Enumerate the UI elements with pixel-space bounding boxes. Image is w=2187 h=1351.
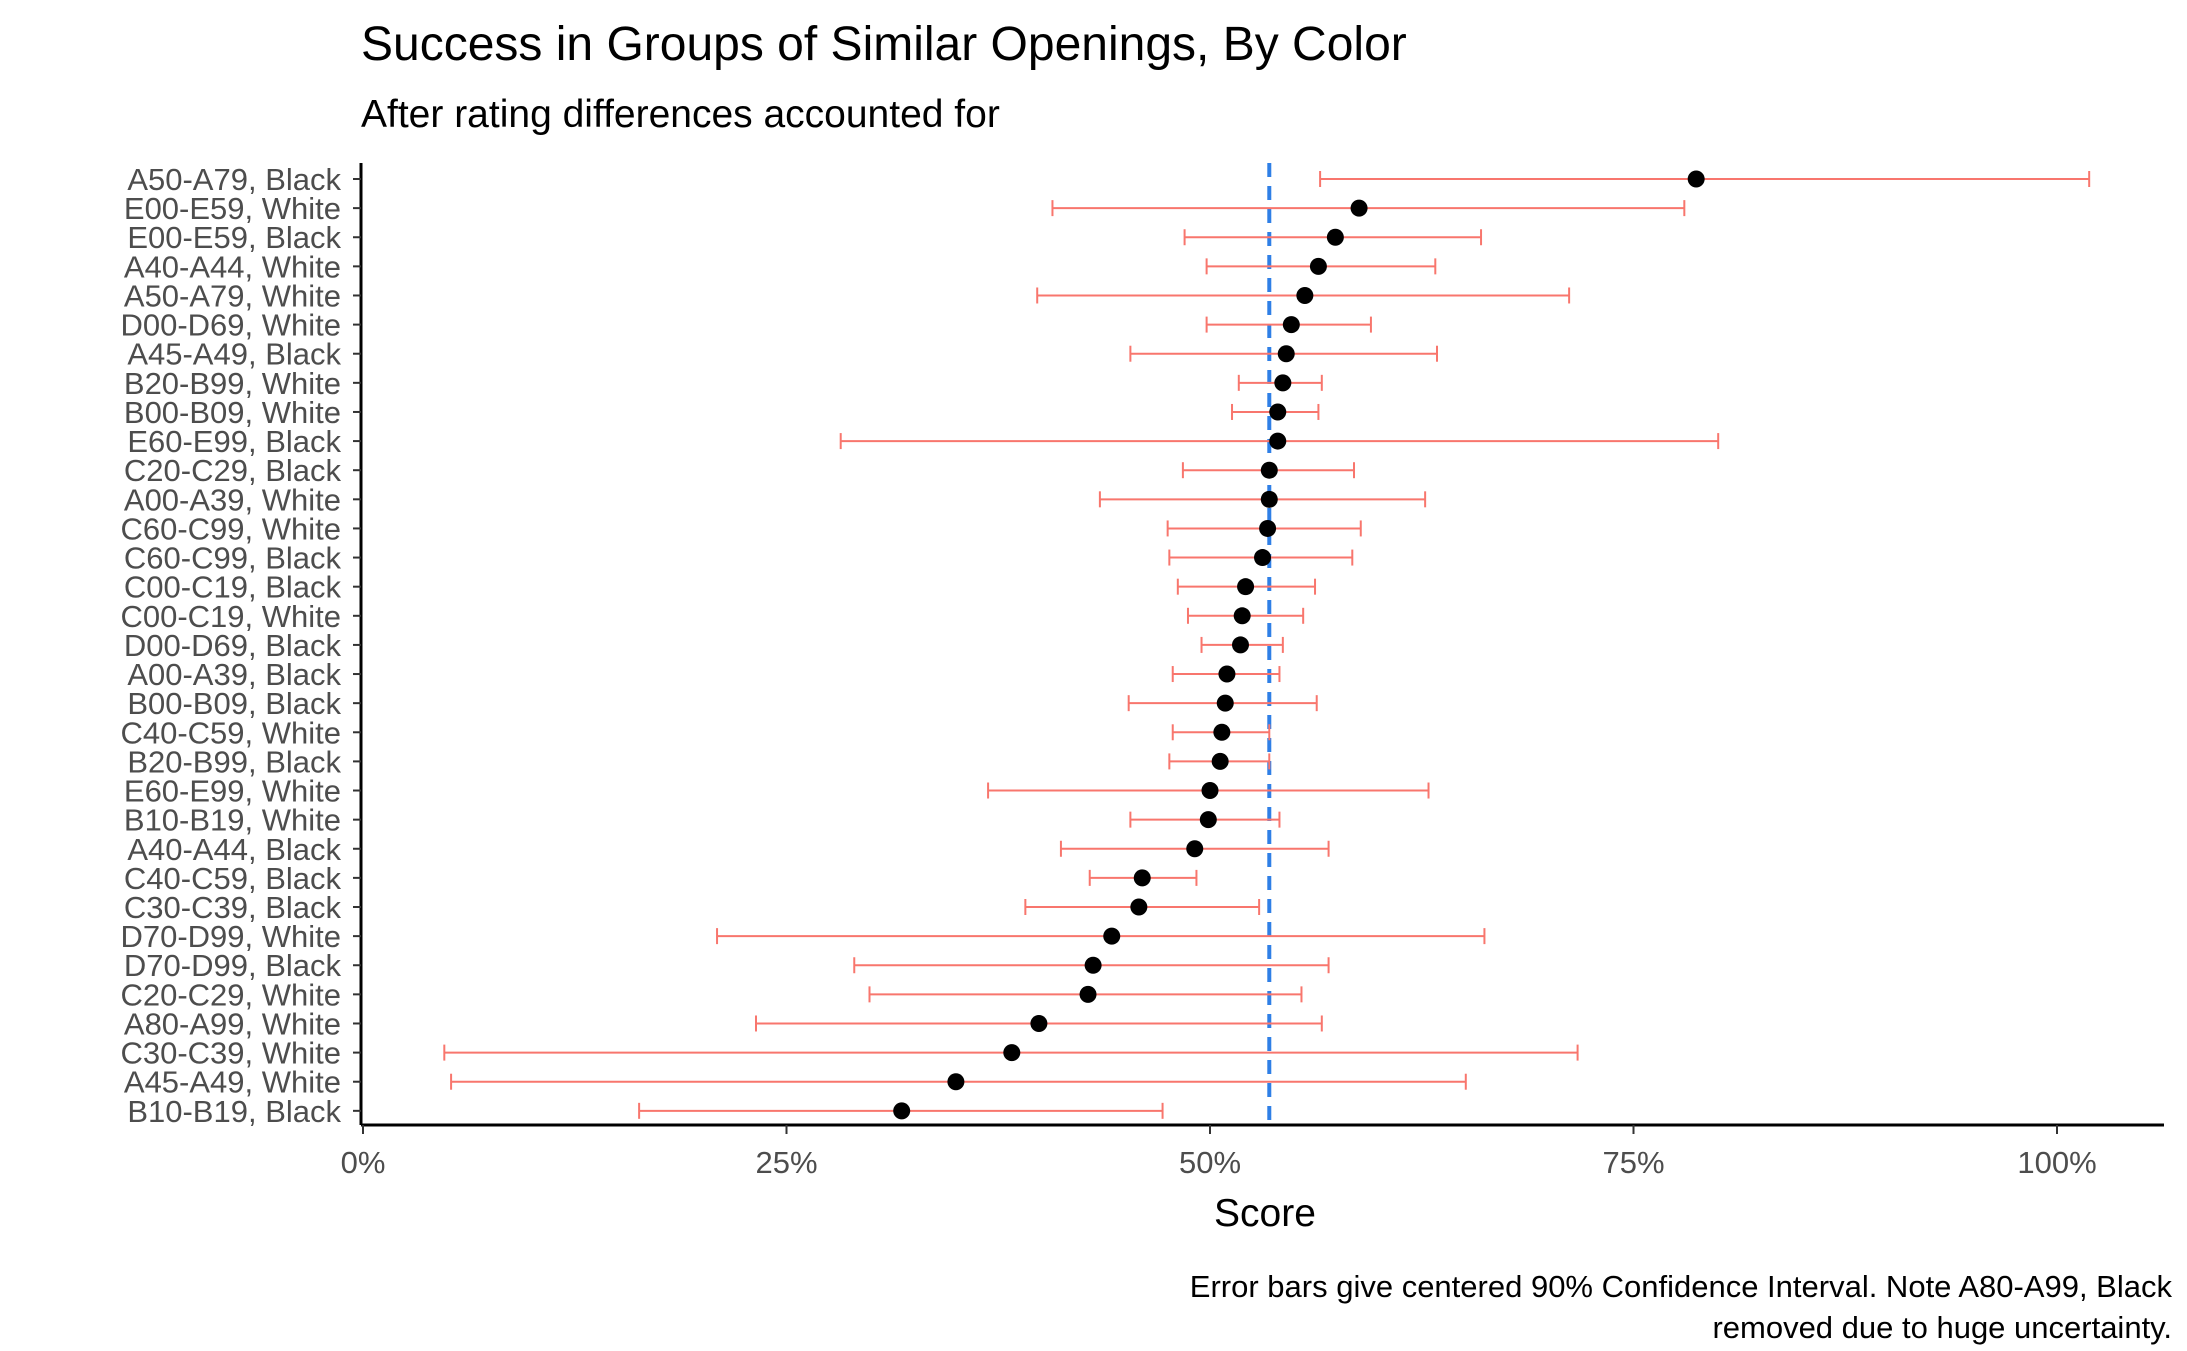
y-tick-label: C00-C19, Black — [124, 570, 342, 605]
data-point — [1269, 403, 1287, 421]
y-tick-label: C30-C39, Black — [124, 890, 342, 925]
data-point — [1201, 782, 1219, 800]
data-point — [1237, 578, 1255, 596]
caption-line-2: removed due to huge uncertainty. — [1712, 1310, 2172, 1345]
point-layer — [893, 170, 1705, 1120]
y-tick-label: B10-B19, Black — [127, 1094, 341, 1129]
data-point — [1216, 694, 1234, 712]
y-tick-label: D70-D99, Black — [124, 948, 342, 983]
y-tick-label: C00-C19, White — [120, 599, 341, 634]
data-point — [1218, 665, 1236, 683]
data-point — [1186, 840, 1204, 858]
data-point — [1103, 927, 1121, 945]
plot-area — [443, 163, 2091, 1122]
y-tick-label: B00-B09, Black — [127, 686, 341, 721]
y-tick-label: C60-C99, White — [120, 511, 341, 546]
y-tick-label: A40-A44, White — [124, 249, 341, 284]
data-point — [1130, 898, 1148, 916]
data-point — [1254, 549, 1272, 567]
data-point — [1233, 607, 1251, 625]
y-tick-label: A45-A49, Black — [127, 337, 341, 372]
y-tick-label: A45-A49, White — [124, 1065, 341, 1100]
data-point — [1030, 1014, 1048, 1032]
y-tick-label: A50-A79, White — [124, 278, 341, 313]
data-point — [1213, 723, 1231, 741]
y-tick-label: D00-D69, White — [120, 308, 341, 343]
y-tick-label: C60-C99, Black — [124, 541, 342, 576]
x-tick-label: 100% — [2017, 1145, 2096, 1180]
data-point — [1687, 170, 1705, 188]
y-tick-label: E00-E59, Black — [127, 220, 341, 255]
x-tick-label: 25% — [755, 1145, 817, 1180]
y-tick-label: A40-A44, Black — [127, 832, 341, 867]
y-tick-label: B20-B99, Black — [127, 744, 341, 779]
data-point — [1084, 956, 1102, 974]
data-point — [1269, 432, 1287, 450]
data-point — [1350, 199, 1368, 217]
data-point — [1211, 752, 1229, 770]
data-point — [893, 1102, 911, 1120]
y-tick-label: A00-A39, Black — [127, 657, 341, 692]
data-point — [1260, 461, 1278, 479]
caption-line-1: Error bars give centered 90% Confidence … — [1190, 1269, 2173, 1304]
y-tick-label: A50-A79, Black — [127, 162, 341, 197]
data-point — [1003, 1044, 1021, 1062]
errorbar — [716, 928, 1486, 945]
data-point — [947, 1073, 965, 1091]
x-tick-label: 50% — [1179, 1145, 1241, 1180]
x-axis-ticks: 0% 25% 50% 75% 100% — [341, 1125, 2097, 1180]
data-point — [1282, 316, 1300, 334]
y-tick-label: B00-B09, White — [124, 395, 341, 430]
data-point — [1259, 519, 1277, 537]
y-tick-label: B10-B19, White — [124, 803, 341, 838]
y-tick-label: C40-C59, White — [120, 715, 341, 750]
data-point — [1260, 490, 1278, 508]
x-axis-label: Score — [1214, 1192, 1316, 1235]
y-tick-label: E00-E59, White — [124, 191, 341, 226]
x-tick-label: 0% — [341, 1145, 386, 1180]
x-tick-label: 75% — [1602, 1145, 1664, 1180]
errorbar — [1051, 200, 1686, 217]
data-point — [1231, 636, 1249, 654]
data-point — [1296, 286, 1314, 304]
chart-subtitle: After rating differences accounted for — [361, 93, 1000, 136]
data-point — [1309, 257, 1327, 275]
chart-title: Success in Groups of Similar Openings, B… — [361, 18, 1407, 71]
data-point — [1277, 345, 1295, 363]
data-point — [1199, 811, 1217, 829]
y-tick-label: A00-A39, White — [124, 482, 341, 517]
y-tick-label: C20-C29, Black — [124, 453, 342, 488]
y-tick-label: B20-B99, White — [124, 366, 341, 401]
y-tick-label: D70-D99, White — [120, 919, 341, 954]
data-point — [1326, 228, 1344, 246]
data-point — [1079, 985, 1097, 1003]
y-tick-label: C20-C29, White — [120, 977, 341, 1012]
y-tick-label: C30-C39, White — [120, 1036, 341, 1071]
data-point — [1274, 374, 1292, 392]
y-tick-label: C40-C59, Black — [124, 861, 342, 896]
errorbar-layer — [443, 171, 2091, 1119]
y-tick-label: A80-A99, White — [124, 1006, 341, 1041]
data-point — [1133, 869, 1151, 887]
y-tick-label: D00-D69, Black — [124, 628, 342, 663]
y-tick-label: E60-E99, White — [124, 774, 341, 809]
y-tick-label: E60-E99, Black — [127, 424, 341, 459]
